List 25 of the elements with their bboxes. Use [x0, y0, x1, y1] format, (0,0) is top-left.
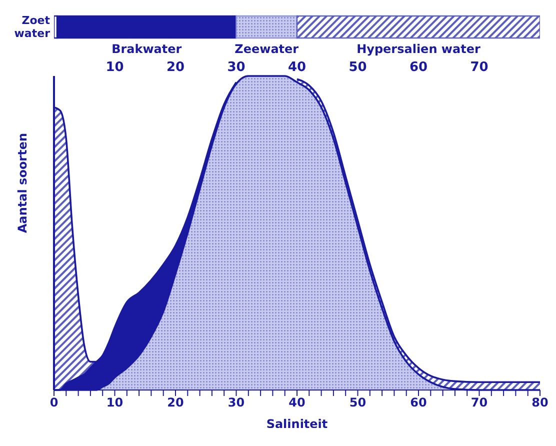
x-tick-label: 40: [288, 396, 306, 410]
x-tick-label: 10: [106, 60, 124, 76]
x-tick-label: 20: [166, 60, 185, 76]
x-tick-label: 0: [50, 396, 58, 410]
series-label: Hypersalien water: [356, 42, 480, 56]
x-tick-label: 20: [167, 396, 184, 410]
x-tick-label: 80: [532, 396, 548, 410]
series-label: Zoet water: [14, 14, 51, 40]
x-tick-label: 50: [349, 396, 366, 410]
x-tick-label: 40: [288, 60, 306, 76]
x-tick-label: 60: [410, 396, 427, 410]
x-tick-label: 30: [227, 60, 246, 76]
bar: [296, 15, 540, 39]
bar: [236, 15, 298, 39]
x-tick-label: 50: [348, 60, 367, 76]
x-tick-label: 10: [106, 396, 124, 410]
x-tick-label: 70: [470, 60, 488, 76]
series-label: Brakwater: [112, 42, 182, 56]
x-tick-label: 70: [470, 396, 488, 410]
x-tick-label: 30: [228, 396, 245, 410]
series-label: Zeewater: [234, 42, 299, 56]
x-axis-title: Saliniteit: [266, 417, 328, 431]
bar: [56, 15, 237, 39]
x-tick-label: 60: [409, 60, 428, 76]
y-axis-title: Aantal soorten: [15, 132, 30, 233]
